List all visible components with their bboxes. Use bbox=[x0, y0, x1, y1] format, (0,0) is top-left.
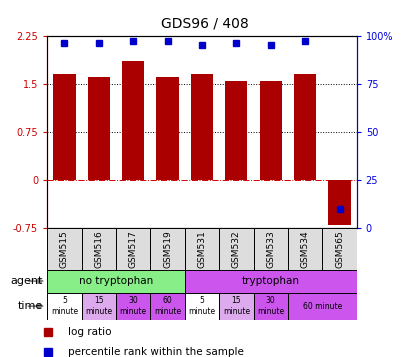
Text: GDS96 / 408: GDS96 / 408 bbox=[161, 16, 248, 30]
Text: agent: agent bbox=[11, 276, 43, 286]
Text: 30
minute: 30 minute bbox=[119, 296, 146, 316]
Bar bbox=[218, 293, 253, 320]
Bar bbox=[287, 228, 321, 270]
Bar bbox=[88, 77, 110, 180]
Bar bbox=[253, 293, 287, 320]
Text: 30
minute: 30 minute bbox=[256, 296, 283, 316]
Bar bbox=[184, 228, 218, 270]
Bar bbox=[218, 228, 253, 270]
Bar bbox=[253, 228, 287, 270]
Bar bbox=[184, 270, 356, 293]
Bar bbox=[47, 293, 81, 320]
Bar bbox=[81, 228, 116, 270]
Bar bbox=[121, 61, 144, 180]
Text: 15
minute: 15 minute bbox=[222, 296, 249, 316]
Bar bbox=[150, 228, 184, 270]
Bar bbox=[47, 270, 184, 293]
Text: log ratio: log ratio bbox=[67, 327, 111, 337]
Bar bbox=[53, 74, 75, 180]
Bar bbox=[259, 81, 281, 180]
Bar bbox=[47, 228, 81, 270]
Text: 5
minute: 5 minute bbox=[51, 296, 78, 316]
Text: GSM516: GSM516 bbox=[94, 230, 103, 268]
Bar bbox=[81, 293, 116, 320]
Bar bbox=[116, 293, 150, 320]
Bar bbox=[321, 228, 356, 270]
Bar bbox=[156, 77, 178, 180]
Text: GSM532: GSM532 bbox=[231, 230, 240, 268]
Bar bbox=[225, 81, 247, 180]
Text: GSM531: GSM531 bbox=[197, 230, 206, 268]
Text: GSM534: GSM534 bbox=[300, 230, 309, 268]
Bar bbox=[287, 293, 356, 320]
Text: 60 minute: 60 minute bbox=[302, 302, 341, 311]
Bar bbox=[328, 180, 350, 225]
Text: time: time bbox=[18, 301, 43, 311]
Text: GSM517: GSM517 bbox=[128, 230, 137, 268]
Text: GSM565: GSM565 bbox=[334, 230, 343, 268]
Bar bbox=[190, 74, 213, 180]
Text: 5
minute: 5 minute bbox=[188, 296, 215, 316]
Text: 15
minute: 15 minute bbox=[85, 296, 112, 316]
Text: GSM533: GSM533 bbox=[265, 230, 274, 268]
Bar bbox=[184, 293, 218, 320]
Bar bbox=[150, 293, 184, 320]
Text: 60
minute: 60 minute bbox=[154, 296, 181, 316]
Text: no tryptophan: no tryptophan bbox=[79, 276, 153, 286]
Text: GSM515: GSM515 bbox=[60, 230, 69, 268]
Text: tryptophan: tryptophan bbox=[241, 276, 299, 286]
Text: GSM519: GSM519 bbox=[163, 230, 172, 268]
Text: percentile rank within the sample: percentile rank within the sample bbox=[67, 347, 243, 357]
Bar bbox=[116, 228, 150, 270]
Bar bbox=[293, 74, 315, 180]
